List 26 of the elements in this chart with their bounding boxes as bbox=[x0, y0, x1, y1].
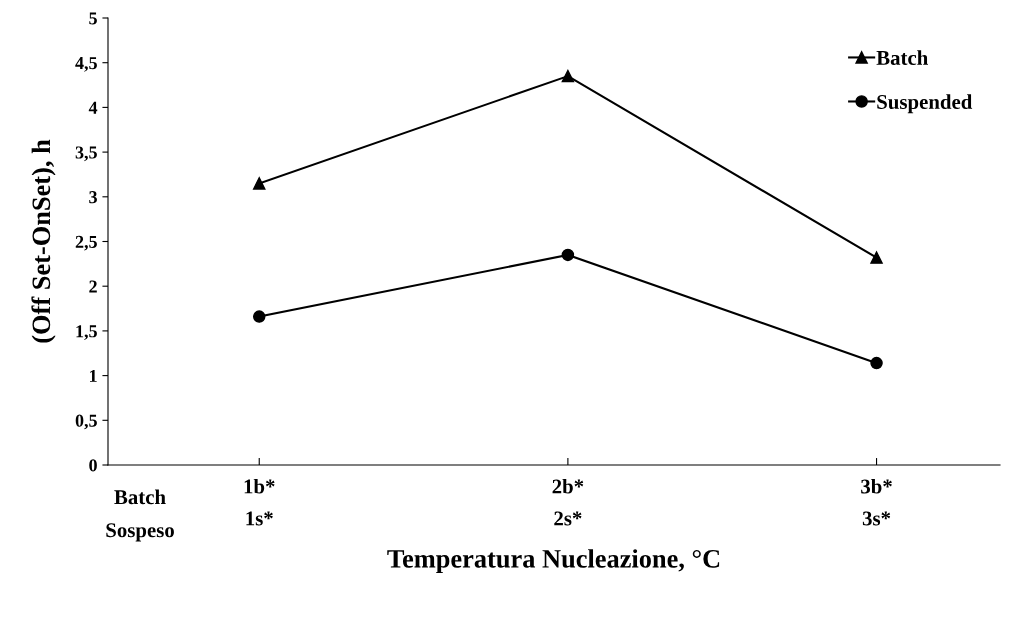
y-tick-label: 0 bbox=[89, 459, 97, 472]
legend-label: Suspended bbox=[877, 94, 973, 114]
point bbox=[252, 177, 266, 190]
y-tick-label: 2 bbox=[89, 280, 97, 293]
y-axis-title: (Off Set-OnSet), h bbox=[31, 139, 56, 343]
y-tick-label: 3 bbox=[89, 191, 97, 204]
x-tick-label: 1b* 1s* bbox=[244, 478, 275, 526]
point bbox=[870, 251, 883, 264]
point bbox=[561, 69, 575, 83]
text: Sospeso bbox=[106, 523, 174, 542]
legend-label: Batch bbox=[876, 50, 928, 65]
y-tick-label: 3,5 bbox=[75, 146, 97, 162]
point bbox=[870, 356, 883, 370]
y-tick-label: 0,5 bbox=[75, 414, 97, 430]
y-tick-label: 1 bbox=[90, 369, 97, 382]
text: Batch bbox=[114, 489, 166, 505]
point bbox=[252, 310, 266, 323]
y-tick-label: 1,5 bbox=[76, 325, 97, 340]
y-tick-label: 4 bbox=[88, 101, 98, 114]
y-tick-label: 5 bbox=[89, 12, 97, 25]
x-tick-label: 2b* 2s* bbox=[552, 478, 584, 526]
x-tick-label: 3b* 3s* bbox=[861, 478, 892, 526]
y-tick-label: 4,5 bbox=[75, 57, 97, 72]
y-tick-label: 2,5 bbox=[75, 235, 97, 251]
point bbox=[561, 248, 575, 262]
x-axis-title: Temperatura Nucleazione, °C bbox=[387, 549, 720, 574]
